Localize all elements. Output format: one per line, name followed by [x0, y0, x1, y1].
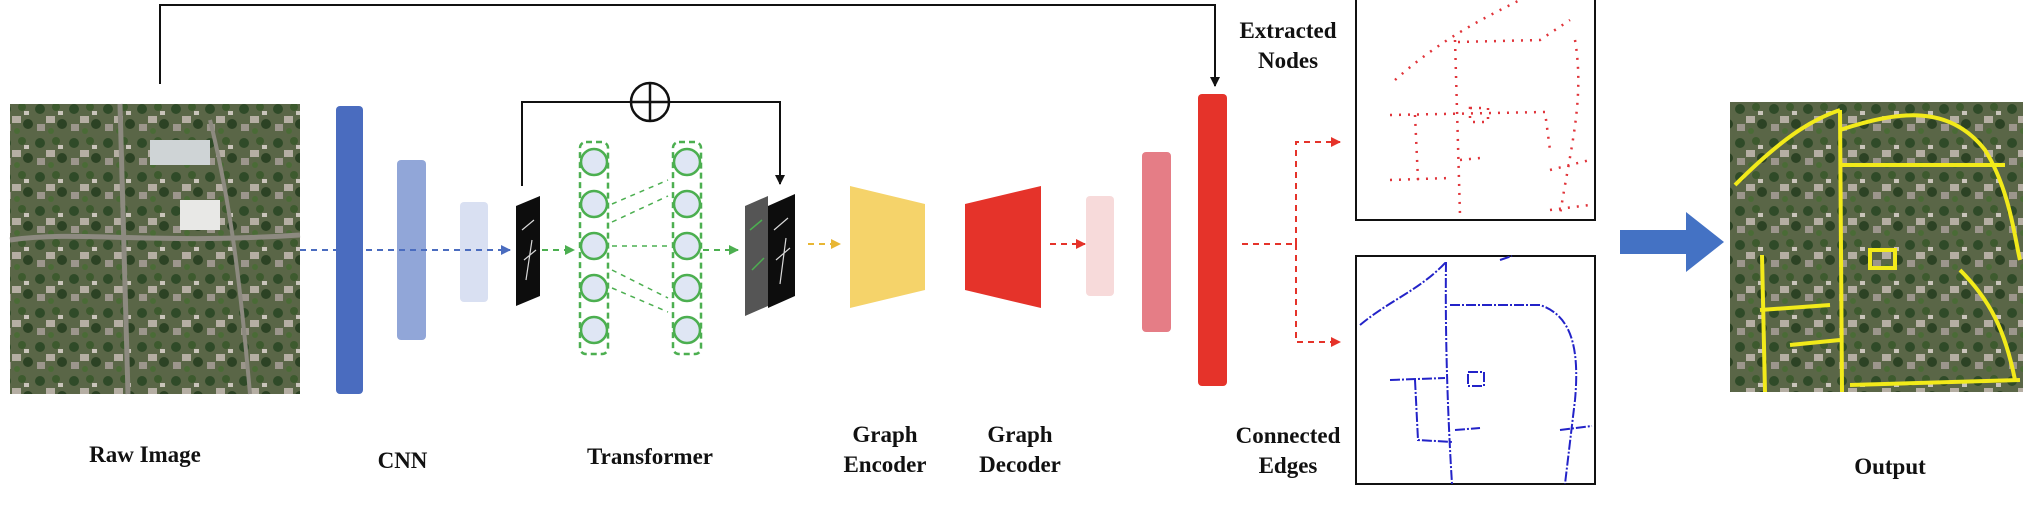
add-operator-icon — [629, 81, 671, 123]
extracted-nodes-panel — [1355, 0, 1596, 221]
cnn-label: CNN — [377, 448, 428, 473]
graph-encoder-block — [850, 186, 925, 308]
transformer-block — [542, 140, 739, 356]
branch-arrows — [1242, 137, 1341, 347]
transformer-label: Transformer — [586, 444, 714, 469]
connected-edges-panel — [1355, 255, 1596, 485]
extracted-nodes-label-line2: Nodes — [1257, 48, 1319, 73]
enhanced-feature-map — [745, 194, 795, 316]
connected-edges-label-line2: Edges — [1258, 453, 1318, 478]
output-label: Output — [1854, 454, 1926, 479]
feature-map — [516, 196, 540, 306]
output-image — [1730, 102, 2023, 393]
decoder-head-block — [1086, 94, 1227, 386]
graph-encoder-label-line2: Encoder — [843, 452, 927, 477]
output-arrow — [1620, 212, 1724, 272]
graph-decoder-block — [965, 186, 1041, 308]
skip-connection-arrow — [159, 4, 1220, 87]
graph-decoder-label-line1: Graph — [987, 422, 1053, 447]
graph-decoder-label-line2: Decoder — [979, 452, 1061, 477]
graph-encoder-label-line1: Graph — [852, 422, 918, 447]
raw-image-label: Raw Image — [89, 442, 201, 467]
connected-edges-label-line1: Connected — [1235, 423, 1341, 448]
raw-image — [9, 103, 301, 395]
extracted-nodes-label-line1: Extracted — [1239, 18, 1337, 43]
